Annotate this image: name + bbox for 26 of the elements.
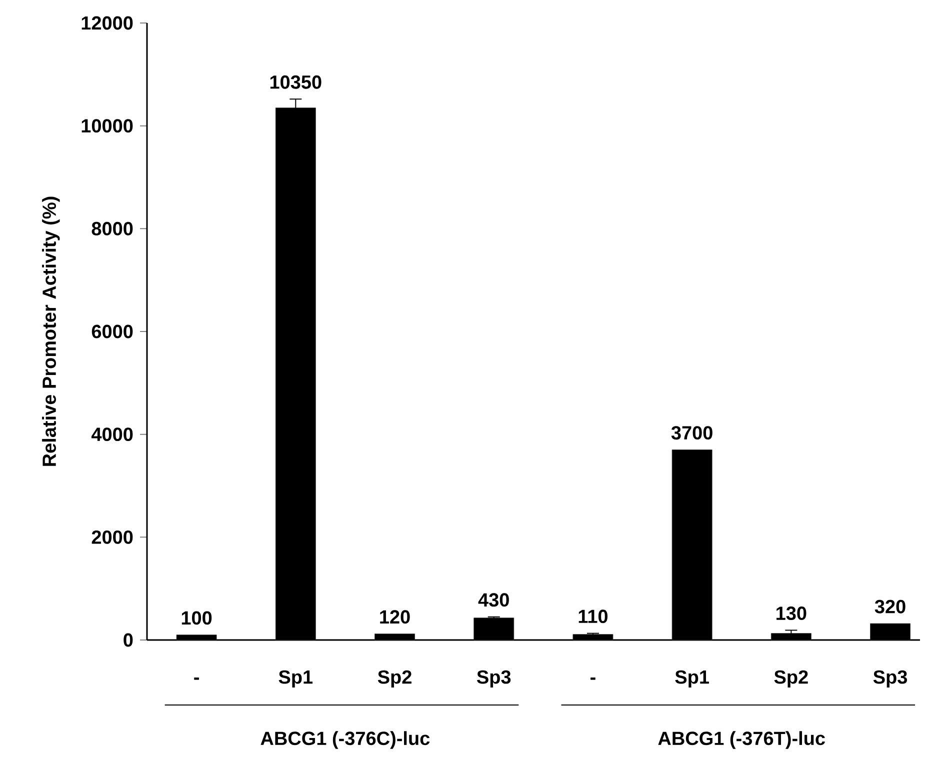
y-tick-label: 0 <box>124 633 133 647</box>
x-tick-label: - <box>194 678 199 680</box>
y-tick-label: 2000 <box>92 530 133 544</box>
text: ABCG1 (-376C)-luc <box>260 731 430 749</box>
x-tick-label: Sp3 <box>873 670 908 688</box>
x-tick-label: Sp1 <box>675 670 709 688</box>
x-tick-label: Sp3 <box>476 670 511 688</box>
y-tick-label: 6000 <box>92 324 133 338</box>
y-axis-title: Relative Promoter Activity (%) <box>42 196 60 466</box>
data-label: 3700 <box>671 426 712 440</box>
y-tick-label: 8000 <box>92 222 133 236</box>
text: ABCG1 (-376T)-luc <box>658 731 825 749</box>
data-label: 10350 <box>270 75 322 89</box>
y-tick-label: 12000 <box>82 16 133 30</box>
y-tick-label: 4000 <box>91 428 133 442</box>
x-tick-label: Sp2 <box>774 670 808 688</box>
x-tick-label: - <box>590 678 596 680</box>
data-label: 110 <box>578 610 608 624</box>
x-tick-label: Sp1 <box>278 670 313 688</box>
data-label: 430 <box>478 593 509 607</box>
y-tick-label: 10000 <box>82 119 133 133</box>
data-label: 120 <box>380 610 410 624</box>
data-label: 100 <box>182 611 212 625</box>
data-label: 130 <box>776 606 806 620</box>
x-tick-label: Sp2 <box>378 670 412 688</box>
data-label: 320 <box>874 600 906 614</box>
